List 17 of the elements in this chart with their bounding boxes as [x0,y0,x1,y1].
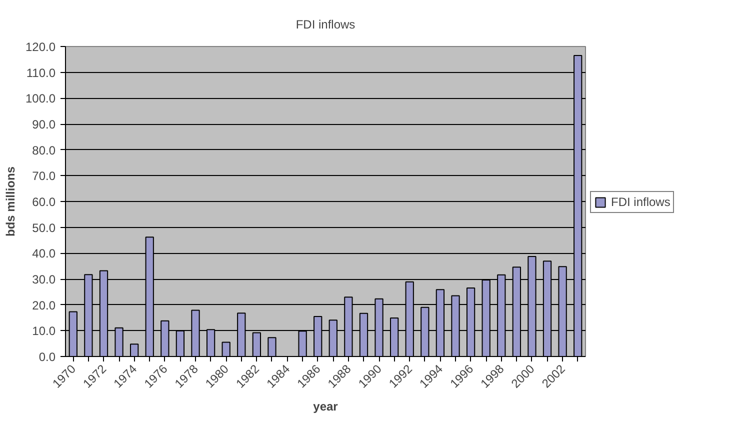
y-tick-label: 110.0 [26,66,56,80]
y-tick-label: 20.0 [32,298,56,312]
y-axis-title: bds millions [3,166,18,237]
chart-title: FDI inflows [296,18,356,32]
y-tick-label: 70.0 [32,169,56,184]
y-tick-label: 0.0 [38,350,56,364]
y-tick-label: 50.0 [32,220,56,235]
y-tick-label: 90.0 [32,118,56,132]
y-tick-label: 30.0 [32,272,56,286]
y-tick-label: 10.0 [32,324,56,338]
y-tick-label: 60.0 [32,195,56,209]
x-axis-title: year [313,400,338,414]
y-tick-label: 40.0 [32,246,56,261]
y-tick-label: 100.0 [25,92,56,106]
legend-label: FDI inflows [611,195,670,209]
y-tick-label: 80.0 [32,143,56,158]
y-tick-label: 120.0 [25,40,56,54]
